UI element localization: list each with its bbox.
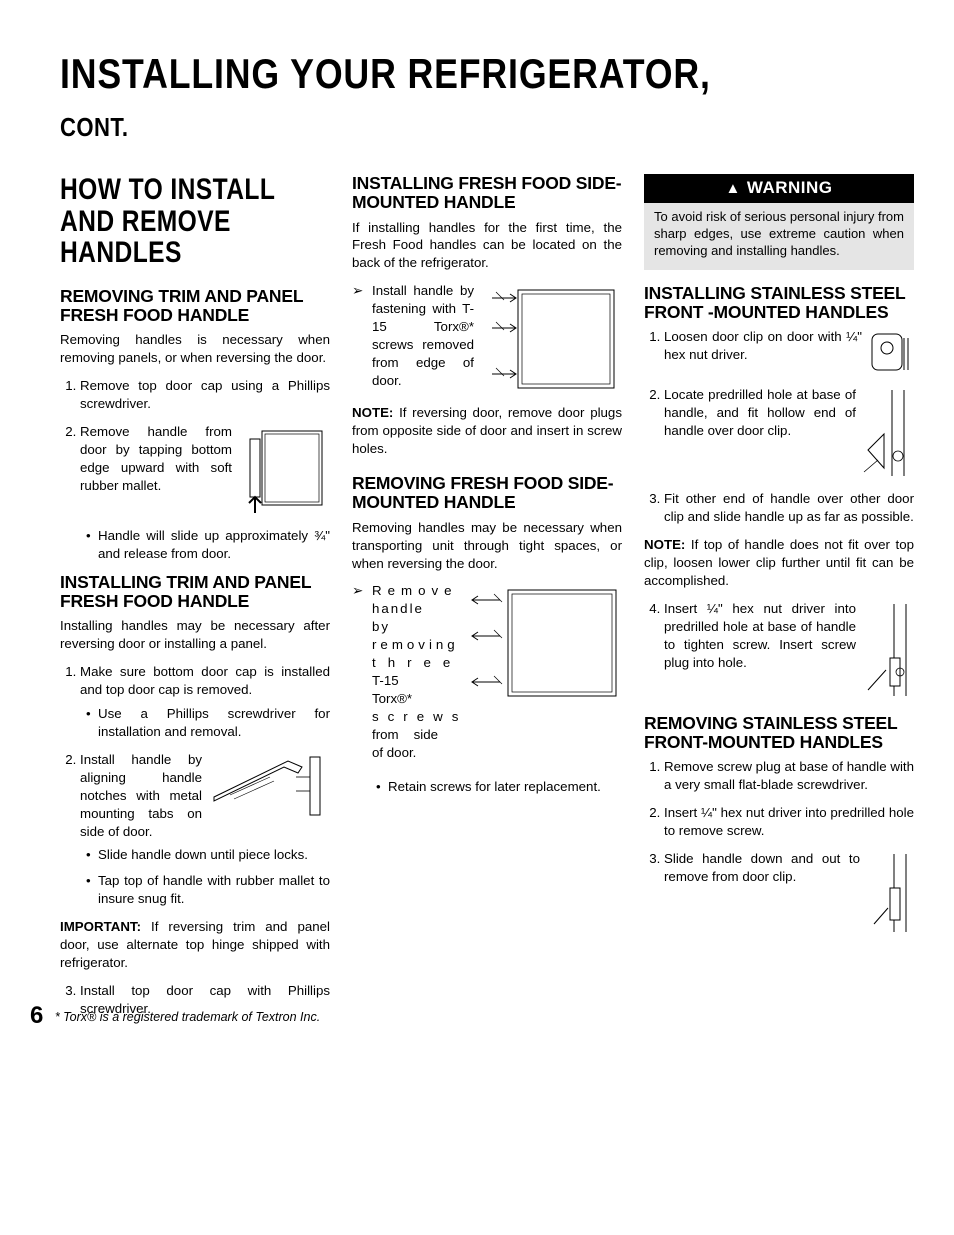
page: Installing your refrigerator, cont. How …: [0, 0, 954, 1058]
t: T-15 Torx®*: [372, 673, 412, 706]
para: NOTE: If top of handle does not fit over…: [644, 536, 914, 590]
t: handle by: [372, 601, 424, 634]
list-item: Tap top of handle with rubber mallet to …: [90, 872, 330, 908]
warning-icon: ▲: [725, 180, 740, 197]
door-clip-diagram: [868, 330, 914, 374]
arrow-text: Install handle by fastening with T-15 To…: [372, 283, 474, 388]
sub-heading: REMOVING STAINLESS STEEL FRONT-MOUNTED H…: [644, 714, 914, 753]
sub-heading: INSTALLING STAINLESS STEEL FRONT -MOUNTE…: [644, 284, 914, 323]
list-item: Fit other end of handle over other door …: [664, 490, 914, 526]
step-text: Remove handle from door by tapping botto…: [80, 424, 232, 493]
para: If installing handles for the first time…: [352, 219, 622, 273]
t: screws: [372, 709, 467, 724]
para: IMPORTANT: If reversing trim and panel d…: [60, 918, 330, 972]
bullet-list: Use a Phillips screwdriver for installat…: [80, 705, 330, 741]
door-handle-up-diagram: [240, 425, 330, 517]
list-item: Slide handle down until piece locks.: [90, 846, 330, 864]
para: Removing handles may be necessary when t…: [352, 519, 622, 573]
ordered-list: Loosen door clip on door with ¼" hex nut…: [644, 328, 914, 526]
page-number: 6: [30, 1002, 43, 1030]
step-text: Slide handle down and out to remove from…: [664, 851, 860, 884]
bullet-list: Slide handle down until piece locks. Tap…: [80, 846, 330, 908]
list-item: Insert ¼" hex nut driver into predrilled…: [664, 804, 914, 840]
important-label: IMPORTANT:: [60, 919, 141, 934]
note-text: If reversing door, remove door plugs fro…: [352, 405, 622, 456]
list-item: Use a Phillips screwdriver for installat…: [90, 705, 330, 741]
list-item: Retain screws for later replacement.: [380, 778, 622, 796]
note-label: NOTE:: [352, 405, 393, 420]
para: Installing handles may be necessary afte…: [60, 617, 330, 653]
arrow-item: Remove handle by removing three T-15 Tor…: [352, 582, 438, 761]
list-item: Handle will slide up approximately ¾" an…: [90, 527, 330, 563]
column-2: INSTALLING FRESH FOOD SIDE-MOUNTED HANDL…: [352, 174, 622, 1028]
list-item: Slide handle down and out to remove from…: [664, 850, 914, 936]
warning-body: To avoid risk of serious personal injury…: [644, 203, 914, 262]
footer: 6 * Torx® is a registered trademark of T…: [30, 1002, 914, 1030]
warning-header: ▲ WARNING: [644, 174, 914, 203]
footer-note: * Torx® is a registered trademark of Tex…: [55, 1010, 320, 1024]
para: NOTE: If reversing door, remove door plu…: [352, 404, 622, 458]
note-label: NOTE:: [644, 537, 685, 552]
bullet-list: Handle will slide up approximately ¾" an…: [80, 527, 330, 563]
arrow-item: Install handle by fastening with T-15 To…: [352, 282, 622, 390]
warning-label: WARNING: [747, 178, 833, 197]
ordered-list: Remove screw plug at base of handle with…: [644, 758, 914, 936]
ordered-list: Insert ¼" hex nut driver into predrilled…: [644, 600, 914, 700]
tighten-screw-diagram: [862, 602, 914, 698]
list-item: Remove handle from door by tapping botto…: [80, 423, 330, 563]
list-item: Loosen door clip on door with ¼" hex nut…: [664, 328, 914, 376]
step-text: Insert ¼" hex nut driver into predrilled…: [664, 601, 856, 670]
bullet-list: Retain screws for later replacement.: [352, 778, 622, 796]
step-text: Locate predrilled hole at base of handle…: [664, 387, 856, 438]
chapter-title-cont: cont.: [60, 112, 128, 142]
sub-heading: INSTALLING TRIM AND PANEL FRESH FOOD HAN…: [60, 573, 330, 612]
column-3: ▲ WARNING To avoid risk of serious person…: [644, 174, 914, 1028]
ordered-list: Make sure bottom door cap is installed a…: [60, 663, 330, 908]
columns: How to install and remove handles REMOVI…: [60, 174, 914, 1028]
t: removing: [372, 637, 459, 652]
list-item: Install handle by aligning handle notche…: [80, 751, 330, 909]
list-item: Remove top door cap using a Phillips scr…: [80, 377, 330, 413]
step-text: Loosen door clip on door with ¼" hex nut…: [664, 329, 862, 362]
handle-base-diagram: [862, 388, 914, 478]
handle-align-diagram: [210, 753, 330, 821]
list-item: Locate predrilled hole at base of handle…: [664, 386, 914, 480]
sub-heading: REMOVING TRIM AND PANEL FRESH FOOD HANDL…: [60, 287, 330, 326]
chapter-title-main: Installing your refrigerator,: [60, 50, 711, 97]
door-screws-remove-diagram: [464, 584, 622, 704]
t: from side of door.: [372, 727, 438, 760]
chapter-title: Installing your refrigerator, cont.: [60, 50, 786, 146]
list-item: Insert ¼" hex nut driver into predrilled…: [664, 600, 914, 700]
slide-handle-diagram: [866, 852, 914, 934]
step-text: Install handle by aligning handle notche…: [80, 752, 202, 839]
sub-heading: INSTALLING FRESH FOOD SIDE-MOUNTED HANDL…: [352, 174, 622, 213]
t: Remove: [372, 583, 458, 598]
warning-box: ▲ WARNING To avoid risk of serious person…: [644, 174, 914, 270]
sub-heading: REMOVING FRESH FOOD SIDE-MOUNTED HANDLE: [352, 474, 622, 513]
note-text: If top of handle does not fit over top c…: [644, 537, 914, 588]
para: Removing handles is necessary when remov…: [60, 331, 330, 367]
section-title: How to install and remove handles: [60, 174, 281, 269]
column-1: How to install and remove handles REMOVI…: [60, 174, 330, 1028]
ordered-list: Remove top door cap using a Phillips scr…: [60, 377, 330, 563]
step-text: Make sure bottom door cap is installed a…: [80, 664, 330, 697]
list-item: Make sure bottom door cap is installed a…: [80, 663, 330, 741]
list-item: Remove screw plug at base of handle with…: [664, 758, 914, 794]
t: three: [372, 655, 462, 670]
